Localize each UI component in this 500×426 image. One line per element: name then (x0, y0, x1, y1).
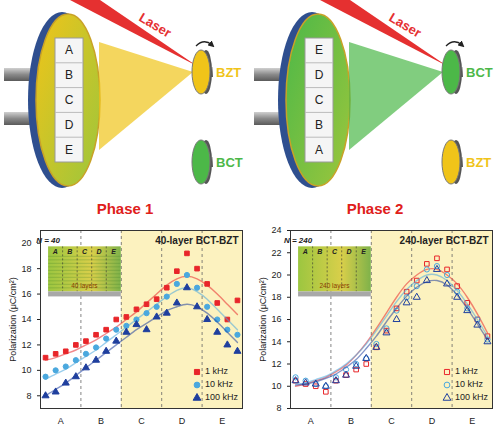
svg-text:E: E (361, 248, 366, 255)
svg-text:C: C (315, 93, 324, 107)
svg-text:A: A (52, 248, 58, 255)
svg-text:10: 10 (271, 381, 281, 391)
svg-text:24: 24 (271, 225, 281, 235)
svg-text:14: 14 (271, 337, 281, 347)
svg-text:A: A (58, 416, 64, 426)
svg-text:E: E (315, 43, 323, 57)
svg-text:BCT: BCT (216, 155, 243, 170)
svg-text:B: B (67, 248, 72, 255)
svg-text:18: 18 (21, 264, 31, 274)
svg-text:C: C (332, 248, 338, 255)
svg-text:240 layers: 240 layers (319, 282, 350, 290)
svg-text:B: B (317, 248, 322, 255)
svg-text:N = 40: N = 40 (36, 236, 60, 245)
html-text:100 kHz: 100 kHz (455, 392, 488, 402)
svg-text:C: C (82, 248, 88, 255)
svg-text:A: A (315, 143, 323, 157)
svg-text:D: D (346, 248, 351, 255)
svg-text:40 layers: 40 layers (71, 282, 98, 290)
svg-text:N = 240: N = 240 (284, 236, 313, 245)
svg-text:E: E (469, 416, 475, 426)
svg-text:10: 10 (21, 365, 31, 375)
svg-text:14: 14 (21, 314, 31, 324)
svg-text:22: 22 (271, 248, 281, 258)
svg-text:D: D (96, 248, 101, 255)
html-text:10 kHz: 10 kHz (455, 379, 483, 389)
svg-text:16: 16 (21, 289, 31, 299)
svg-text:Laser: Laser (136, 10, 173, 41)
svg-text:8: 8 (276, 403, 281, 413)
svg-text:12: 12 (21, 340, 31, 350)
svg-text:A: A (308, 416, 314, 426)
svg-text:A: A (65, 43, 73, 57)
svg-text:D: D (429, 416, 436, 426)
svg-text:Phase 1: Phase 1 (97, 200, 154, 217)
svg-text:8: 8 (26, 391, 31, 401)
svg-text:E: E (111, 248, 116, 255)
svg-text:B: B (65, 68, 73, 82)
svg-text:B: B (98, 416, 104, 426)
svg-text:20: 20 (271, 270, 281, 280)
svg-text:BZT: BZT (466, 155, 491, 170)
svg-text:12: 12 (271, 359, 281, 369)
svg-text:D: D (315, 68, 324, 82)
svg-text:C: C (388, 416, 395, 426)
svg-text:240-layer BCT-BZT: 240-layer BCT-BZT (400, 235, 489, 246)
svg-text:B: B (315, 118, 323, 132)
svg-text:Polarization (μC/cm²): Polarization (μC/cm²) (258, 277, 268, 362)
html-text:1 kHz: 1 kHz (455, 366, 478, 376)
svg-text:16: 16 (271, 314, 281, 324)
svg-text:Polarization (μC/cm²): Polarization (μC/cm²) (8, 277, 18, 362)
html-text:100 kHz: 100 kHz (205, 392, 238, 402)
svg-text:E: E (65, 143, 73, 157)
svg-text:BCT: BCT (466, 65, 493, 80)
svg-text:Laser: Laser (386, 10, 423, 41)
svg-text:A: A (302, 248, 308, 255)
svg-text:40-layer BCT-BZT: 40-layer BCT-BZT (155, 235, 238, 246)
svg-text:D: D (179, 416, 186, 426)
svg-text:Phase 2: Phase 2 (347, 200, 404, 217)
svg-text:D: D (65, 118, 74, 132)
svg-text:C: C (138, 416, 145, 426)
svg-text:B: B (348, 416, 354, 426)
svg-text:BZT: BZT (216, 65, 241, 80)
html-text:10 kHz: 10 kHz (205, 379, 233, 389)
svg-text:C: C (65, 93, 74, 107)
html-text:1 kHz: 1 kHz (205, 366, 228, 376)
svg-text:20: 20 (21, 238, 31, 248)
svg-text:E: E (219, 416, 225, 426)
svg-text:18: 18 (271, 292, 281, 302)
